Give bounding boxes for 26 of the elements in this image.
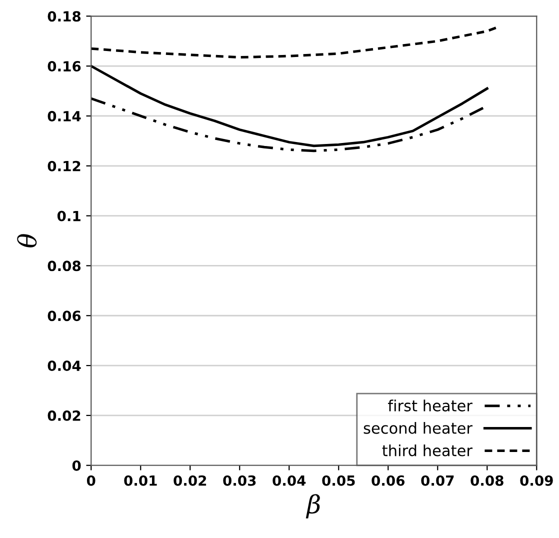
y-tick-label: 0.14 <box>48 110 81 122</box>
x-tick-label: 0.03 <box>223 475 256 486</box>
x-tick-label: 0.04 <box>272 475 306 486</box>
y-tick-label: 0.04 <box>48 360 81 372</box>
y-tick-label: 0.1 <box>57 210 80 222</box>
x-tick-label: 0.08 <box>470 475 504 486</box>
y-tick-label: 0.16 <box>48 61 81 72</box>
y-tick-label: 0.18 <box>48 11 81 22</box>
line-series <box>91 26 498 59</box>
y-tick-label: 0 <box>72 460 81 471</box>
legend-label: third heater <box>382 444 472 456</box>
legend-label: second heater <box>364 422 472 434</box>
y-tick-label: 0.08 <box>48 260 81 272</box>
x-tick-label: 0.01 <box>124 475 157 486</box>
x-tick-label: 0.02 <box>174 475 206 486</box>
y-axis-title: θ <box>17 234 37 248</box>
x-tick-label: 0.09 <box>520 475 553 486</box>
x-tick-label: 0.05 <box>322 475 355 486</box>
x-tick-label: 0 <box>86 475 96 486</box>
x-axis-title: β <box>306 494 320 518</box>
x-tick-label: 0.06 <box>372 475 405 486</box>
y-tick-label: 0.06 <box>48 310 81 322</box>
legend-label: first heater <box>388 400 472 412</box>
y-tick-label: 0.12 <box>48 160 80 172</box>
y-tick-label: 0.02 <box>48 410 80 421</box>
x-tick-label: 0.07 <box>421 475 454 486</box>
